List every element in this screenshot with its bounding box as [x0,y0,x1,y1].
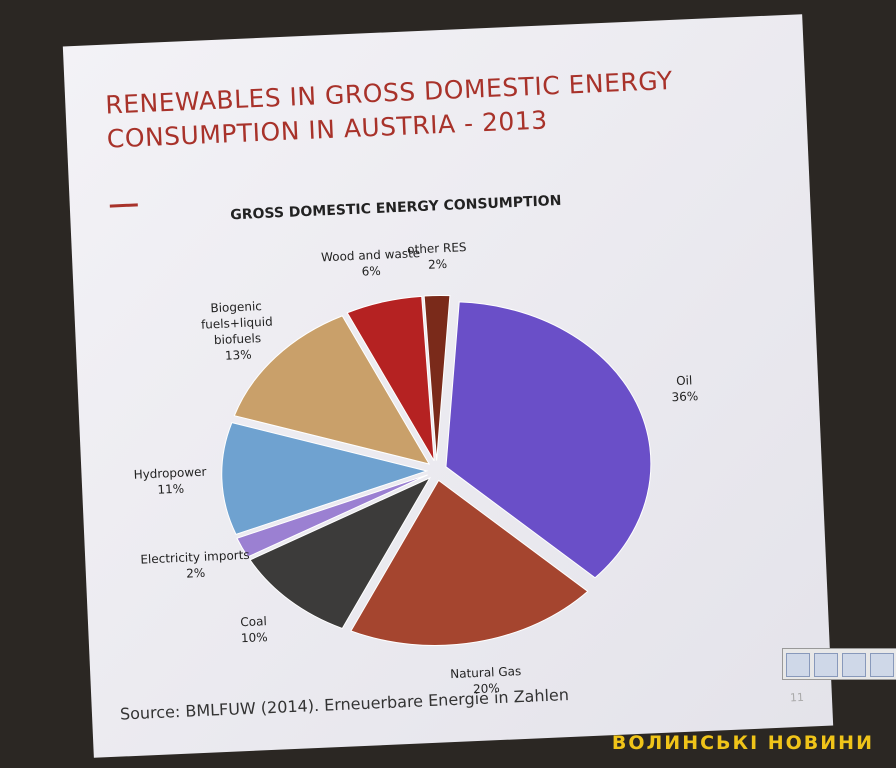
slide: RENEWABLES IN GROSS DOMESTIC ENERGY CONS… [62,14,834,758]
next-button[interactable] [814,653,838,677]
slice-label: Coal 10% [198,611,309,648]
prev-button[interactable] [786,653,810,677]
pie-slice [423,295,451,461]
slice-label: Natural Gas 20% [430,662,541,699]
slide-navigation[interactable] [782,648,896,680]
pie-chart [221,295,652,646]
pie-slice [236,474,428,558]
slice-label: Hydropower 11% [115,463,226,500]
watermark: ВОЛИНСЬКІ НОВИНИ [611,732,874,754]
pie-slice [249,476,432,630]
slice-label: Electricity imports 2% [140,547,251,584]
pie-slice [346,295,435,462]
pie-slice [233,315,431,465]
pen-button[interactable] [870,653,894,677]
page-number: 11 [789,690,805,705]
slice-label: Biogenic fuels+liquid biofuels 13% [181,297,294,366]
pointer-button[interactable] [842,653,866,677]
pie-slice [350,479,589,646]
slice-label: Oil 36% [629,370,740,407]
pie-slice [221,422,429,535]
category-label: Biogenic fuels+liquid biofuels [200,299,273,348]
pie-slice [445,301,652,579]
slice-label: other RES 2% [382,238,493,275]
